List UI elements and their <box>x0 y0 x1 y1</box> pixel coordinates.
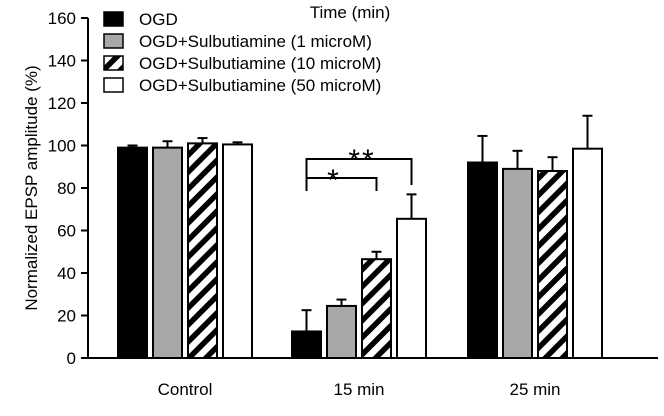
y-tick-label: 140 <box>48 52 76 71</box>
y-tick-label: 40 <box>57 264 76 283</box>
y-axis-label: Normalized EPSP amplitude (%) <box>22 65 41 310</box>
bar <box>572 147 603 359</box>
x-category-label: 25 min <box>509 380 560 399</box>
legend-label: OGD+Sulbutiamine (10 microM) <box>139 54 381 73</box>
significance-marker: ** <box>348 144 375 177</box>
y-tick-label: 120 <box>48 94 76 113</box>
legend-label: OGD+Sulbutiamine (1 microM) <box>139 32 372 51</box>
bar <box>502 167 533 359</box>
legend-swatch <box>103 55 124 71</box>
bar <box>361 258 392 359</box>
bar <box>326 304 357 359</box>
significance-bracket <box>305 177 378 191</box>
y-tick-label: 20 <box>57 307 76 326</box>
bar <box>291 330 322 359</box>
significance-bracket <box>305 158 413 185</box>
plot-area: 0 20 40 60 80 100 120 140 160 Control 15 min 25 min… <box>48 9 658 399</box>
y-tick-label: 60 <box>57 222 76 241</box>
x-category-label: Control <box>158 380 213 399</box>
chart-title: Time (min) <box>310 3 391 22</box>
legend-swatch <box>103 11 124 27</box>
y-tick-label: 0 <box>67 349 76 368</box>
y-tick-label: 100 <box>48 137 76 156</box>
bar <box>396 217 427 359</box>
bar <box>117 146 148 359</box>
legend-swatch <box>103 33 124 49</box>
significance-marker: * <box>327 164 341 197</box>
bar <box>187 142 218 359</box>
legend: OGD OGD+Sulbutiamine (1 microM) OGD+Sulbut… <box>103 10 381 95</box>
legend-label: OGD <box>139 10 178 29</box>
bar <box>222 143 253 359</box>
bar <box>537 170 568 359</box>
y-tick-label: 80 <box>57 179 76 198</box>
y-tick-label: 160 <box>48 9 76 28</box>
legend-label: OGD+Sulbutiamine (50 microM) <box>139 76 381 95</box>
bar <box>467 161 498 359</box>
bar <box>152 146 183 359</box>
x-category-label: 15 min <box>333 380 384 399</box>
legend-swatch <box>103 77 124 93</box>
